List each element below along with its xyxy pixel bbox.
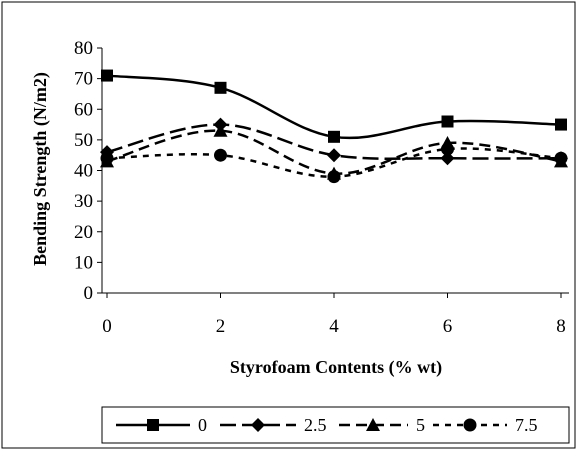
series-markers: [100, 69, 568, 184]
data-point-3: [327, 170, 341, 184]
y-tick-label: 80: [74, 38, 93, 59]
data-point-2: [213, 123, 228, 137]
x-tick-label: 4: [329, 316, 339, 337]
legend-label-1: 2.5: [304, 415, 327, 435]
y-tick-label: 10: [74, 252, 93, 273]
legend: 0 2.5 5 7.5: [101, 406, 570, 444]
legend-label-0: 0: [198, 415, 207, 435]
data-point-0: [555, 118, 567, 131]
y-tick-label: 30: [74, 191, 93, 212]
data-point-0: [101, 69, 113, 82]
data-point-0: [441, 115, 454, 128]
y-axis-title: Bending Strength (N/m2): [30, 72, 51, 266]
x-tick-label: 2: [216, 316, 226, 337]
y-tick-label: 20: [74, 222, 93, 243]
legend-marker-1: [251, 418, 265, 432]
data-point-3: [100, 151, 114, 165]
data-point-3: [554, 151, 568, 165]
x-tick-label: 8: [556, 316, 566, 337]
data-point-3: [441, 142, 454, 156]
data-point-0: [328, 130, 340, 143]
legend-label-2: 5: [416, 415, 425, 435]
y-tick-label: 60: [74, 99, 93, 120]
data-point-0: [214, 81, 227, 94]
x-axis-title: Styrofoam Contents (% wt): [230, 357, 442, 378]
legend-marker-2: [366, 418, 380, 431]
data-point-1: [327, 148, 341, 163]
data-point-3: [214, 148, 227, 162]
y-tick-label: 50: [74, 130, 93, 151]
data-point-1: [440, 151, 455, 166]
x-tick-label: 6: [443, 316, 453, 337]
legend-marker-3: [463, 418, 477, 432]
y-tick-label: 40: [74, 161, 93, 182]
axes: 0 10 20 30 40 50 60 70 80 0 2 4 6 8: [74, 38, 569, 337]
x-tick-label: 0: [102, 316, 112, 337]
y-tick-label: 0: [84, 283, 94, 304]
legend-marker-0: [147, 419, 159, 431]
legend-label-3: 7.5: [515, 415, 538, 435]
y-tick-label: 70: [74, 69, 93, 90]
